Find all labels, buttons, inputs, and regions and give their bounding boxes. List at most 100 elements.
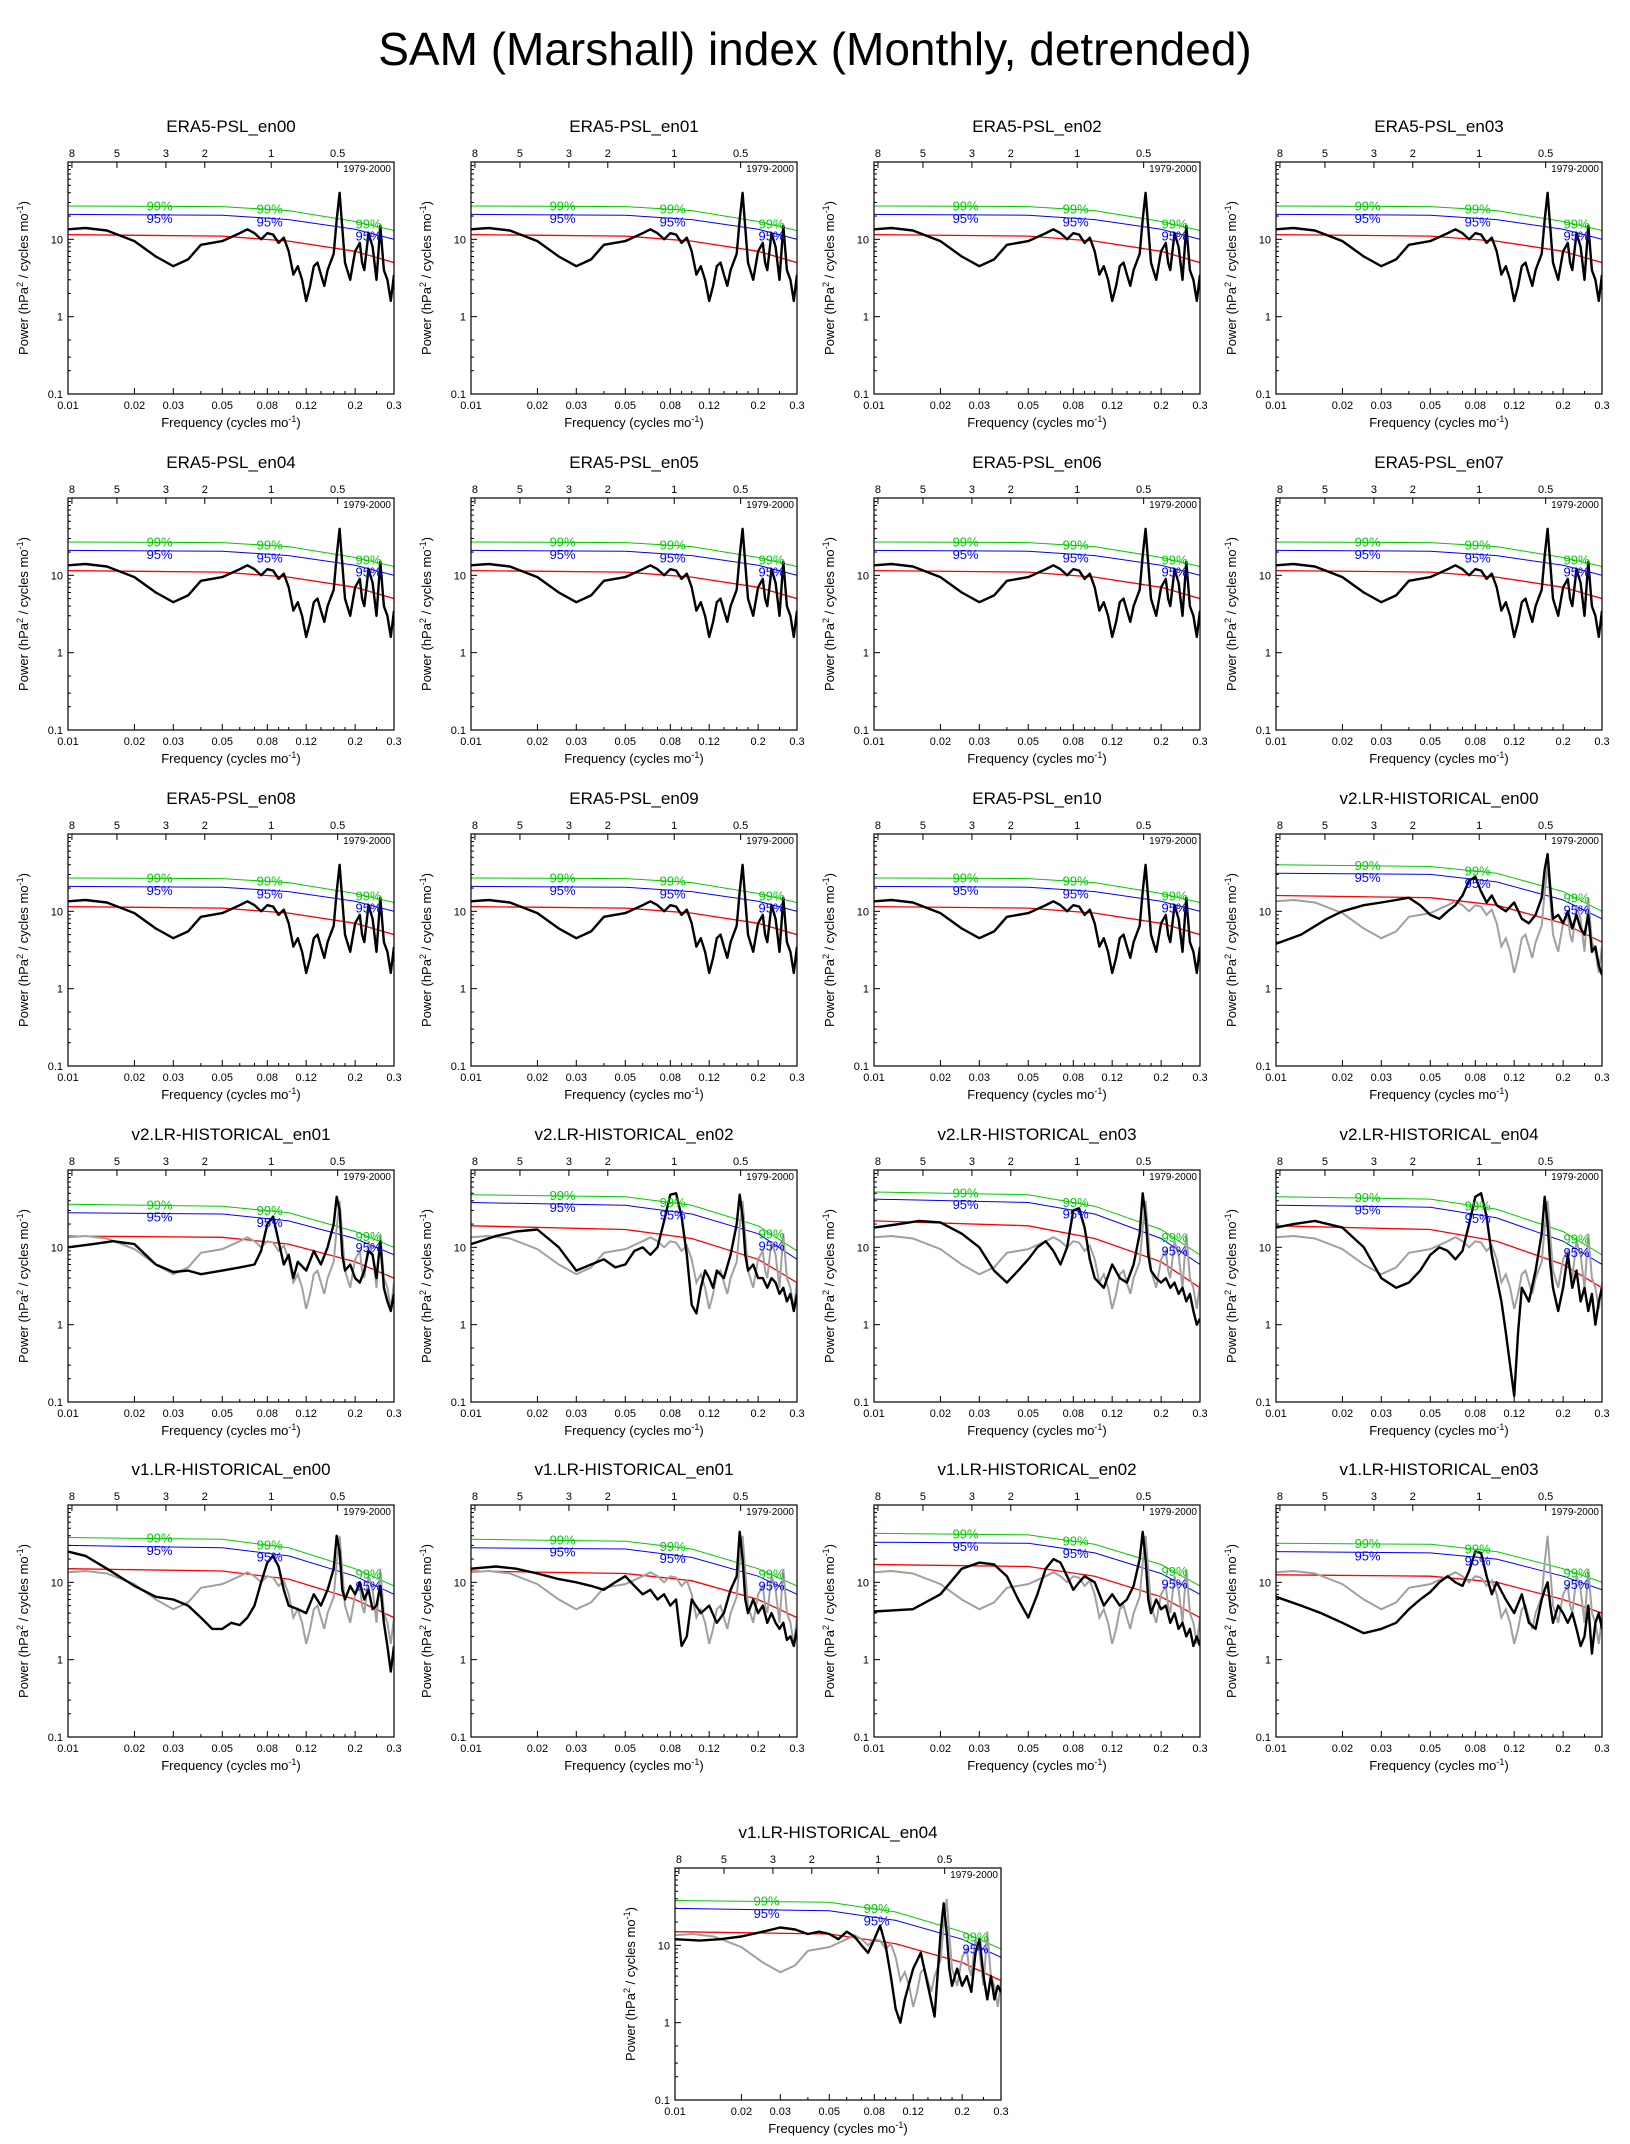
x-tick-label: 0.2 xyxy=(1555,400,1570,412)
period-tick-label: 5 xyxy=(920,148,926,160)
x-tick-label: 0.03 xyxy=(969,1072,990,1084)
x-tick-label: 0.03 xyxy=(770,2106,791,2118)
ci99-label: 99% xyxy=(1063,1534,1089,1549)
ci95-label: 95% xyxy=(356,1578,382,1593)
x-tick-label: 0.12 xyxy=(1503,1408,1524,1420)
y-tick-label: 1 xyxy=(57,1655,63,1667)
period-tick-label: 2 xyxy=(202,1156,208,1168)
period-tick-label: 3 xyxy=(1371,484,1377,496)
y-axis-label: Power (hPa2 / cycles mo-1) xyxy=(15,873,31,1027)
x-tick-label: 0.08 xyxy=(1063,1408,1084,1420)
plot-area xyxy=(1276,1192,1602,1398)
ci99-label: 99% xyxy=(1564,1565,1590,1580)
x-axis-label: Frequency (cycles mo-1) xyxy=(967,1422,1107,1438)
x-tick-label: 0.08 xyxy=(1465,1408,1486,1420)
period-tick-label: 0.5 xyxy=(330,148,345,160)
ci99-label: 99% xyxy=(356,889,382,904)
x-tick-label: 0.2 xyxy=(1153,1743,1168,1755)
period-tick-label: 5 xyxy=(721,1854,727,1866)
period-tick-label: 5 xyxy=(920,1156,926,1168)
period-tick-label: 3 xyxy=(566,148,572,160)
x-tick-label: 0.01 xyxy=(57,400,78,412)
x-axis-label: Frequency (cycles mo-1) xyxy=(1369,750,1509,766)
y-tick-label: 0.1 xyxy=(854,389,869,401)
y-tick-label: 1 xyxy=(863,984,869,996)
period-label: 1979-2000 xyxy=(1551,1172,1599,1183)
period-tick-label: 8 xyxy=(1277,1491,1283,1503)
ci95-label: 95% xyxy=(660,886,686,901)
period-tick-label: 8 xyxy=(875,148,881,160)
period-label: 1979-2000 xyxy=(343,500,391,511)
period-tick-label: 8 xyxy=(676,1854,682,1866)
panel-title: ERA5-PSL_en10 xyxy=(972,789,1101,808)
x-axis-label: Frequency (cycles mo-1) xyxy=(1369,1422,1509,1438)
y-axis-label: Power (hPa2 / cycles mo-1) xyxy=(821,201,837,355)
panel-title: v2.LR-HISTORICAL_en03 xyxy=(937,1125,1136,1144)
y-tick-label: 1 xyxy=(863,648,869,660)
y-tick-label: 0.1 xyxy=(854,1397,869,1409)
ci99-line xyxy=(471,205,797,231)
period-tick-label: 2 xyxy=(605,148,611,160)
x-tick-label: 0.05 xyxy=(212,1408,233,1420)
x-tick-label: 0.05 xyxy=(1420,736,1441,748)
x-tick-label: 0.08 xyxy=(660,400,681,412)
ci99-label: 99% xyxy=(953,198,979,213)
x-tick-label: 0.12 xyxy=(1503,736,1524,748)
period-tick-label: 0.5 xyxy=(330,1491,345,1503)
plot-frame xyxy=(470,497,798,731)
period-label: 1979-2000 xyxy=(746,1507,794,1518)
ci99-label: 99% xyxy=(147,534,173,549)
period-tick-label: 1 xyxy=(671,820,677,832)
panel-title: ERA5-PSL_en07 xyxy=(1374,453,1503,472)
y-tick-label: 1 xyxy=(460,1320,466,1332)
plot-area xyxy=(874,527,1200,639)
y-axis-label: Power (hPa2 / cycles mo-1) xyxy=(821,873,837,1027)
plot-frame xyxy=(67,833,395,1067)
ci95-label: 95% xyxy=(1162,1243,1188,1258)
x-tick-label: 0.08 xyxy=(660,1743,681,1755)
x-tick-label: 0.3 xyxy=(789,1408,804,1420)
y-tick-label: 1 xyxy=(460,648,466,660)
y-tick-label: 10 xyxy=(454,234,466,246)
period-label: 1979-2000 xyxy=(746,1172,794,1183)
y-tick-label: 0.1 xyxy=(854,1061,869,1073)
x-tick-label: 0.3 xyxy=(1192,1408,1207,1420)
y-tick-label: 10 xyxy=(1259,1242,1271,1254)
ci99-label: 99% xyxy=(1564,1232,1590,1247)
ci99-label: 99% xyxy=(550,198,576,213)
ci95-label: 95% xyxy=(1564,903,1590,918)
y-tick-label: 10 xyxy=(51,1577,63,1589)
x-axis-label: Frequency (cycles mo-1) xyxy=(564,1086,704,1102)
ci95-label: 95% xyxy=(257,1550,283,1565)
period-label: 1979-2000 xyxy=(343,164,391,175)
x-tick-label: 0.2 xyxy=(347,1743,362,1755)
x-axis-label: Frequency (cycles mo-1) xyxy=(967,1086,1107,1102)
x-axis-label: Frequency (cycles mo-1) xyxy=(564,414,704,430)
x-tick-label: 0.2 xyxy=(1555,1072,1570,1084)
period-tick-label: 8 xyxy=(1277,484,1283,496)
x-tick-label: 0.05 xyxy=(212,1072,233,1084)
spectrum-line xyxy=(68,191,394,303)
x-tick-label: 0.01 xyxy=(1265,1408,1286,1420)
ci95-label: 95% xyxy=(1465,876,1491,891)
period-tick-label: 2 xyxy=(1410,484,1416,496)
period-label: 1979-2000 xyxy=(1149,1507,1197,1518)
period-tick-label: 3 xyxy=(566,484,572,496)
ci99-label: 99% xyxy=(1063,201,1089,216)
ci95-label: 95% xyxy=(1564,229,1590,244)
panel-title: v2.LR-HISTORICAL_en04 xyxy=(1339,1125,1538,1144)
ci99-label: 99% xyxy=(356,217,382,232)
x-tick-label: 0.12 xyxy=(1101,1743,1122,1755)
y-tick-label: 1 xyxy=(664,2018,670,2030)
ci95-label: 95% xyxy=(759,901,785,916)
red-noise-line xyxy=(471,1570,797,1619)
x-axis-label: Frequency (cycles mo-1) xyxy=(161,414,301,430)
x-tick-label: 0.02 xyxy=(930,400,951,412)
period-tick-label: 1 xyxy=(875,1854,881,1866)
ci95-label: 95% xyxy=(963,1941,989,1956)
